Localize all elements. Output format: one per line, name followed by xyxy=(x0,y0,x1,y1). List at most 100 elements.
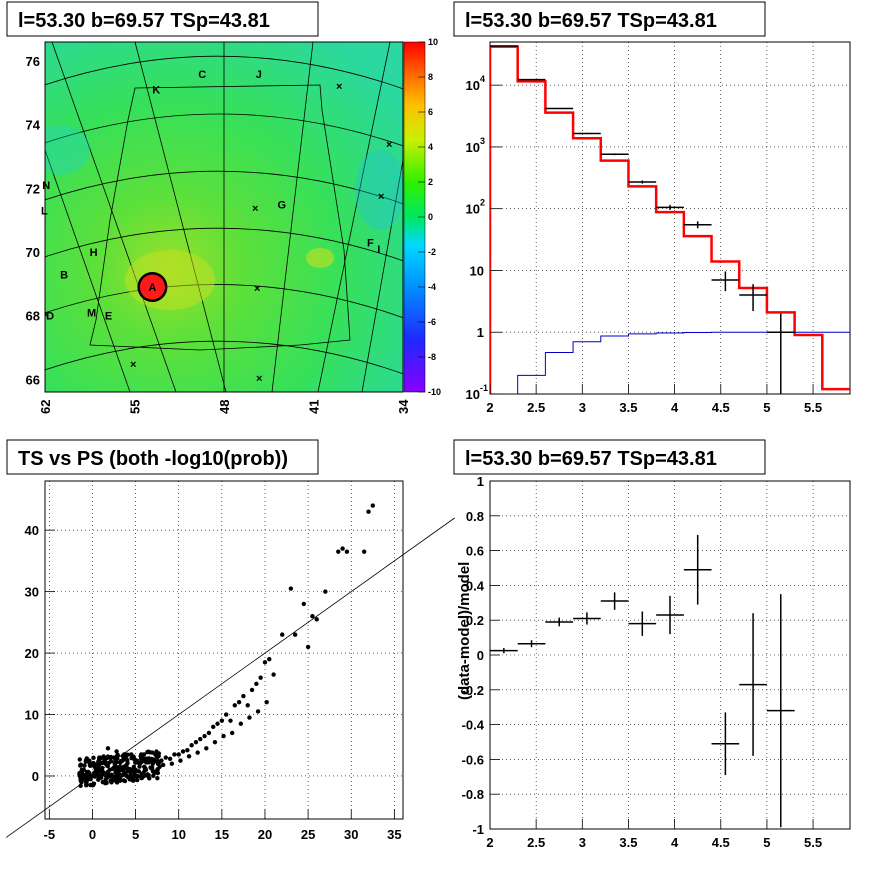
scatter-point xyxy=(85,773,91,779)
scatter-point xyxy=(103,761,108,766)
scatter-point xyxy=(97,755,102,760)
scatter-point xyxy=(149,750,155,755)
skymap-title: l=53.30 b=69.57 TSp=43.81 xyxy=(18,10,270,32)
colorbar-tick-label: 6 xyxy=(428,107,433,117)
scatter-point xyxy=(160,762,166,768)
residual-points xyxy=(490,534,795,828)
scatter-point xyxy=(113,765,119,770)
scatter-point xyxy=(127,775,132,781)
scatter-point xyxy=(219,718,225,723)
source-label: M xyxy=(87,307,96,319)
skymap-y-tick-label: 68 xyxy=(26,309,40,324)
scatter-point xyxy=(109,772,114,777)
spectrum-y-tick-label: 10 xyxy=(466,387,480,402)
scatter-point xyxy=(119,773,125,778)
colorbar-tick-label: 10 xyxy=(428,37,438,47)
scatter-x-tick-label: 5 xyxy=(132,827,139,842)
residual-y-tick-label: 0.2 xyxy=(466,613,484,628)
source-label: E xyxy=(105,311,112,323)
scatter-x-tick-label: 0 xyxy=(89,827,96,842)
skymap-x-ticks: 62 55 48 41 34 xyxy=(38,399,411,414)
scatter-point xyxy=(77,757,83,762)
scatter-point xyxy=(143,767,149,773)
residual-y-tick-label: 0.6 xyxy=(466,544,484,559)
scatter-x-tick-label: 35 xyxy=(387,827,401,842)
scatter-point xyxy=(215,721,220,726)
svg-text:×: × xyxy=(42,309,48,321)
skymap-y-tick-label: 70 xyxy=(26,245,40,260)
spectrum-x-tick-label: 4.5 xyxy=(712,400,730,415)
colorbar-tick-label: 8 xyxy=(428,72,433,82)
residual-y-tick-label: 0 xyxy=(477,648,484,663)
spectrum-x-tick-label: 3.5 xyxy=(619,400,637,415)
skymap-frame xyxy=(44,41,404,393)
scatter-point xyxy=(121,778,126,783)
spectrum-x-tick-label: 2.5 xyxy=(527,400,545,415)
scatter-point xyxy=(262,660,268,665)
source-label: G xyxy=(278,199,287,211)
scatter-point xyxy=(124,763,129,768)
scatter-point xyxy=(90,783,95,788)
residual-x-tick-label: 2.5 xyxy=(527,835,545,850)
scatter-point xyxy=(98,773,104,779)
scatter-point xyxy=(146,774,151,779)
spectrum-plot-area xyxy=(489,41,851,395)
scatter-point xyxy=(139,771,145,777)
scatter-point xyxy=(78,762,84,767)
scatter-point xyxy=(361,549,367,554)
scatter-point xyxy=(103,777,109,782)
source-label: D xyxy=(46,311,54,323)
scatter-point xyxy=(249,687,255,693)
scatter-point xyxy=(228,718,233,723)
scatter-y-tick-label: 10 xyxy=(25,708,39,723)
spectrum-y-tick-label: 10 xyxy=(466,140,480,155)
scatter-point xyxy=(123,752,128,757)
colorbar-tick-label: -10 xyxy=(428,387,441,397)
svg-text:×: × xyxy=(252,203,258,215)
scatter-point xyxy=(114,780,120,785)
scatter-point xyxy=(94,764,99,769)
spectrum-y-tick-label: 10 xyxy=(470,263,484,278)
residual-y-tick-label: -0.2 xyxy=(462,683,484,698)
source-label: K xyxy=(152,85,160,97)
scatter-y-tick-label: 40 xyxy=(25,523,39,538)
source-label: N xyxy=(42,180,50,192)
spectrum-x-tick-label: 5 xyxy=(763,400,770,415)
scatter-point xyxy=(126,768,131,774)
scatter-point xyxy=(172,752,177,757)
scatter-point xyxy=(323,589,328,594)
scatter-point xyxy=(292,632,298,637)
scatter-point xyxy=(211,724,216,730)
residual-panel: l=53.30 b=69.57 TSp=43.81 2 2.5 3 3.5 4 4.5 5 5… xyxy=(453,439,851,850)
scatter-point xyxy=(143,756,149,761)
skymap-x-tick-label: 41 xyxy=(307,400,322,414)
residual-y-ticks: -1 -0.8 -0.6 -0.4 -0.2 0 0.2 0.4 0.6 0.8 1 xyxy=(462,474,500,837)
source-label: B xyxy=(60,269,68,281)
skymap-grid: × × × × × × × × xyxy=(42,42,403,392)
spectrum-x-tick-label: 2 xyxy=(486,400,493,415)
scatter-points xyxy=(77,503,376,789)
skymap-panel: l=53.30 b=69.57 TSp=43.81 xyxy=(6,1,441,414)
skymap-x-tick-label: 62 xyxy=(38,400,53,414)
skymap-y-tick-label: 74 xyxy=(26,118,41,133)
scatter-point xyxy=(267,657,272,662)
colorbar-tick-label: 0 xyxy=(428,212,433,222)
svg-text:×: × xyxy=(336,81,342,93)
scatter-point xyxy=(155,767,160,773)
spectrum-panel: l=53.30 b=69.57 TSp=43.81 2 2.5 3 3.5 4 4.5 5 5… xyxy=(453,1,851,415)
skymap-x-tick-label: 48 xyxy=(217,400,232,414)
source-label: C xyxy=(198,69,206,81)
scatter-point xyxy=(116,770,121,776)
scatter-point xyxy=(111,755,117,760)
scatter-point xyxy=(137,761,143,766)
scatter-point xyxy=(96,777,101,782)
scatter-point xyxy=(78,783,83,789)
scatter-point xyxy=(123,771,128,776)
scatter-y-tick-label: 30 xyxy=(25,585,39,600)
spectrum-y-tick-label: 10 xyxy=(466,202,480,217)
model-step-line xyxy=(490,45,850,394)
scatter-point xyxy=(129,752,134,757)
spectrum-y-tick-label: 1 xyxy=(477,325,484,340)
scatter-point xyxy=(98,769,103,774)
